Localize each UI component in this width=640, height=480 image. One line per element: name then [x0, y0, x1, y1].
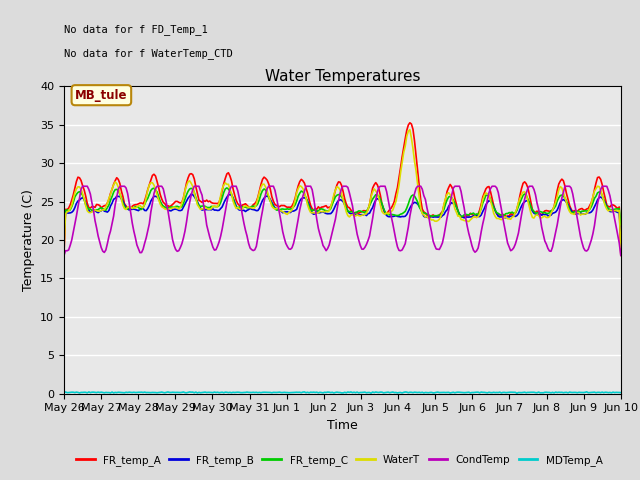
X-axis label: Time: Time	[327, 419, 358, 432]
Text: No data for f WaterTemp_CTD: No data for f WaterTemp_CTD	[64, 48, 233, 59]
FR_temp_C	[246, 204, 254, 210]
MDTemp_A	[583, 389, 591, 395]
FR_temp_A	[244, 204, 252, 210]
Y-axis label: Temperature (C): Temperature (C)	[22, 189, 35, 291]
FR_temp_B	[617, 229, 625, 235]
Text: MB_tule: MB_tule	[75, 89, 127, 102]
CondTemp	[617, 252, 625, 258]
Line: WaterT: WaterT	[64, 130, 621, 248]
Line: FR_temp_C: FR_temp_C	[64, 188, 621, 225]
WaterT	[129, 205, 136, 211]
FR_temp_A	[60, 252, 68, 258]
Line: CondTemp: CondTemp	[64, 186, 621, 255]
Title: Water Temperatures: Water Temperatures	[265, 69, 420, 84]
FR_temp_A	[588, 200, 595, 205]
Line: MDTemp_A: MDTemp_A	[64, 392, 621, 393]
FR_temp_C	[617, 222, 625, 228]
CondTemp	[130, 228, 138, 234]
Line: FR_temp_B: FR_temp_B	[64, 194, 621, 232]
FR_temp_C	[223, 185, 230, 191]
FR_temp_B	[129, 206, 136, 212]
FR_temp_B	[228, 192, 236, 198]
WaterT	[60, 245, 68, 251]
CondTemp	[246, 245, 254, 251]
FR_temp_A	[406, 120, 413, 126]
FR_temp_B	[60, 229, 68, 235]
FR_temp_B	[305, 202, 313, 207]
FR_temp_A	[254, 194, 262, 200]
Legend: FR_temp_A, FR_temp_B, FR_temp_C, WaterT, CondTemp, MDTemp_A: FR_temp_A, FR_temp_B, FR_temp_C, WaterT,…	[72, 451, 607, 470]
CondTemp	[228, 183, 236, 189]
WaterT	[406, 127, 413, 132]
Text: No data for f FD_Temp_1: No data for f FD_Temp_1	[64, 24, 208, 35]
Line: FR_temp_A: FR_temp_A	[64, 123, 621, 255]
CondTemp	[79, 183, 86, 189]
FR_temp_B	[188, 191, 195, 197]
CondTemp	[255, 226, 263, 231]
FR_temp_C	[305, 204, 313, 209]
MDTemp_A	[617, 390, 625, 396]
WaterT	[303, 202, 311, 207]
WaterT	[588, 200, 595, 206]
WaterT	[226, 187, 234, 192]
FR_temp_B	[255, 205, 263, 211]
MDTemp_A	[226, 389, 234, 395]
WaterT	[254, 195, 262, 201]
FR_temp_A	[226, 173, 234, 179]
FR_temp_C	[228, 191, 236, 197]
MDTemp_A	[244, 389, 252, 395]
FR_temp_C	[588, 204, 595, 210]
FR_temp_A	[129, 204, 136, 209]
FR_temp_C	[60, 222, 68, 228]
WaterT	[244, 204, 252, 210]
FR_temp_A	[303, 190, 311, 196]
FR_temp_B	[246, 205, 254, 211]
FR_temp_A	[617, 252, 625, 258]
CondTemp	[60, 252, 68, 258]
WaterT	[617, 245, 625, 251]
CondTemp	[588, 237, 595, 243]
MDTemp_A	[254, 390, 262, 396]
MDTemp_A	[303, 389, 311, 395]
FR_temp_C	[129, 205, 136, 211]
FR_temp_B	[588, 209, 595, 215]
MDTemp_A	[513, 390, 521, 396]
MDTemp_A	[60, 389, 68, 395]
MDTemp_A	[589, 390, 596, 396]
FR_temp_C	[255, 196, 263, 202]
CondTemp	[305, 183, 313, 189]
MDTemp_A	[129, 390, 136, 396]
